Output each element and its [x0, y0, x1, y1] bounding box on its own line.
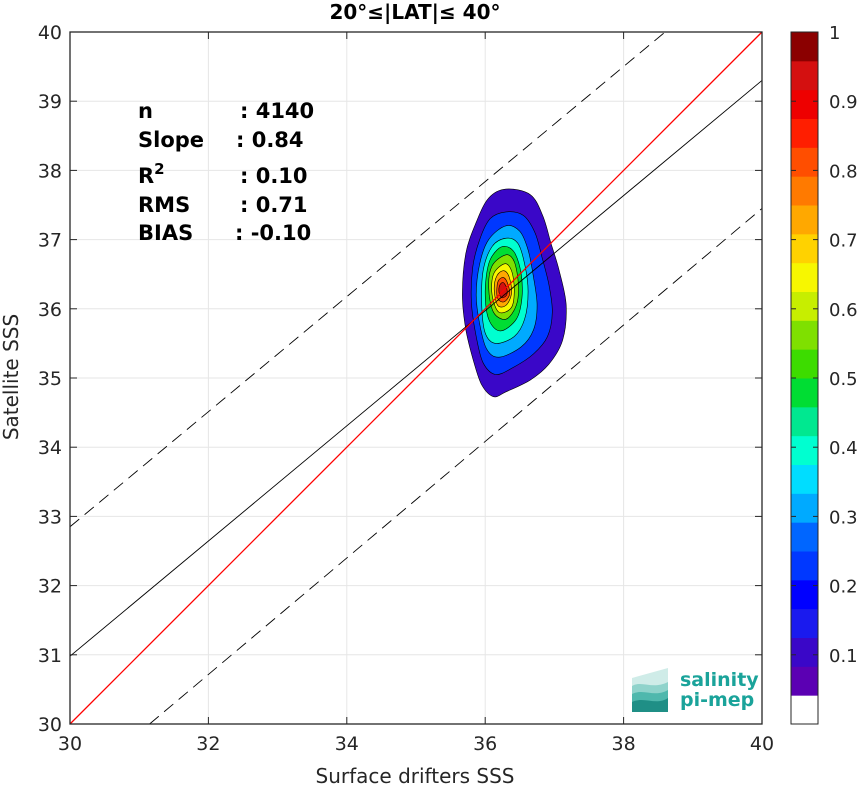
- colorbar-tick-label: 0.7: [829, 231, 858, 252]
- colorbar-segment: [791, 637, 818, 667]
- y-tick-label: 35: [38, 368, 62, 390]
- colorbar-segment: [791, 291, 818, 321]
- colorbar: 0.1 0.2 0.3 0.4 0.5 0.6 0.7 0.8 0.9 1: [790, 23, 858, 725]
- y-tick-label: 31: [38, 645, 62, 667]
- colorbar-segment: [791, 176, 818, 206]
- colorbar-tick-label: 1: [829, 23, 840, 44]
- fit-line: [69, 80, 763, 657]
- y-tick-label: 30: [38, 714, 62, 736]
- colorbar-segment: [791, 262, 818, 292]
- stat-label: Slope: [138, 128, 204, 152]
- colorbar-segment: [791, 406, 818, 437]
- colorbar-segment: [791, 464, 818, 494]
- stat-value: : -0.10: [235, 221, 311, 245]
- y-tick-label: 39: [38, 91, 62, 113]
- colorbar-segment: [791, 695, 818, 725]
- colorbar-segment: [791, 147, 818, 177]
- chart-title: 20°≤|LAT|≤ 40°: [329, 0, 500, 24]
- statistics-box: n : 4140 Slope : 0.84 R2 : 0.10 RMS : 0.71 BIAS:…: [138, 99, 314, 245]
- y-tick-label: 34: [38, 437, 62, 459]
- stat-label: RMS: [138, 193, 190, 217]
- colorbar-segment: [791, 493, 818, 523]
- y-tick-label: 36: [38, 299, 62, 321]
- density-contours: [462, 188, 567, 398]
- colorbar-segment: [791, 233, 818, 264]
- colorbar-segment: [791, 32, 818, 62]
- y-axis-label: Satellite SSS: [0, 314, 23, 440]
- x-axis-ticks: 30 32 34 36 38 40: [58, 32, 774, 755]
- logo-line1: salinity: [680, 669, 759, 691]
- colorbar-segment: [791, 320, 818, 350]
- colorbar-segment: [791, 349, 818, 379]
- pimep-logo: salinity pi-mep: [632, 668, 759, 712]
- lower-bound-line: [149, 208, 763, 725]
- colorbar-segment: [791, 666, 818, 696]
- x-tick-label: 32: [196, 733, 220, 755]
- colorbar-tick-label: 0.8: [829, 161, 858, 182]
- colorbar-tick-label: 0.9: [829, 92, 858, 113]
- colorbar-segment: [791, 60, 818, 91]
- y-axis-ticks: 30 31 32 33 34 35 36 37 38 39 40: [38, 22, 762, 736]
- colorbar-tick-label: 0.5: [829, 369, 858, 390]
- y-tick-label: 32: [38, 576, 62, 598]
- colorbar-tick-label: 0.4: [829, 438, 858, 459]
- y-tick-label: 38: [38, 160, 62, 182]
- colorbar-segment: [791, 435, 818, 465]
- colorbar-segment: [791, 89, 818, 119]
- colorbar-segment: [791, 579, 818, 610]
- colorbar-segment: [791, 378, 818, 408]
- stat-value: : 4140: [240, 99, 314, 123]
- stat-label: R2: [138, 160, 165, 188]
- x-tick-label: 36: [473, 733, 497, 755]
- colorbar-tick-label: 0.1: [829, 646, 858, 667]
- y-tick-label: 40: [38, 22, 62, 44]
- y-tick-label: 33: [38, 506, 62, 528]
- colorbar-tick-label: 0.6: [829, 300, 858, 321]
- logo-line2: pi-mep: [680, 689, 754, 711]
- stat-value: : 0.71: [240, 193, 308, 217]
- x-tick-label: 38: [612, 733, 636, 755]
- colorbar-tick-label: 0.2: [829, 577, 858, 598]
- stat-value: : 0.84: [236, 128, 304, 152]
- x-tick-label: 40: [750, 733, 774, 755]
- reference-lines: [69, 31, 763, 725]
- identity-line: [69, 31, 763, 725]
- upper-bound-line: [69, 31, 666, 528]
- x-tick-label: 34: [335, 733, 359, 755]
- stat-label: BIAS: [138, 221, 193, 245]
- grid: [69, 31, 763, 725]
- stat-value: : 0.10: [240, 164, 308, 188]
- x-tick-label: 30: [58, 733, 82, 755]
- colorbar-segment: [791, 118, 818, 148]
- x-axis-label: Surface drifters SSS: [316, 764, 515, 786]
- colorbar-segment: [791, 522, 818, 552]
- y-tick-label: 37: [38, 230, 62, 252]
- colorbar-tick-label: 0.3: [829, 507, 858, 528]
- colorbar-segment: [791, 205, 818, 235]
- colorbar-segment: [791, 551, 818, 581]
- waves-icon: [632, 668, 668, 712]
- colorbar-segment: [791, 608, 818, 638]
- stat-label: n: [138, 99, 153, 123]
